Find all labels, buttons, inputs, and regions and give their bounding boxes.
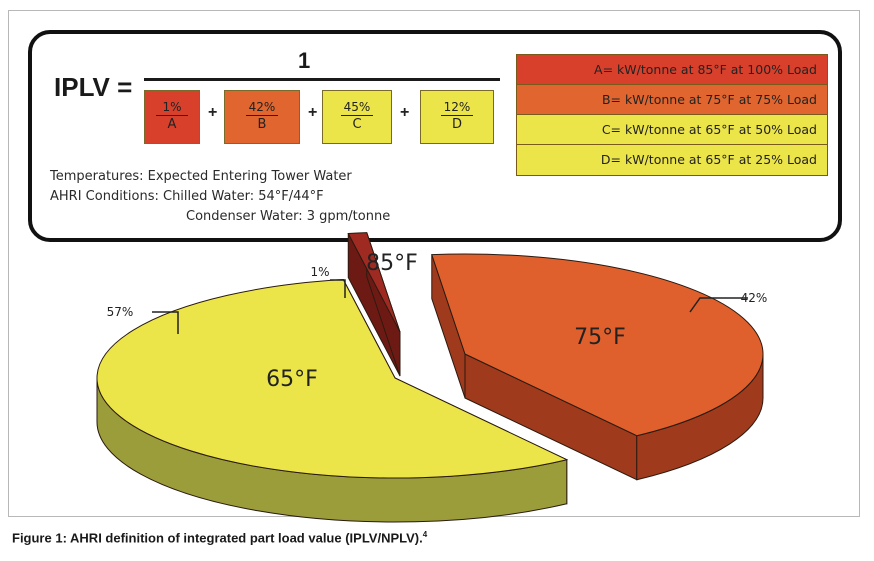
formula-panel: IPLV = 1 1% A + 42% B + 45% C + 12% D Te… bbox=[28, 30, 842, 242]
term-a-percent: 1% bbox=[156, 99, 188, 116]
caption-superscript: 4 bbox=[422, 530, 428, 539]
fraction-bar bbox=[144, 78, 500, 81]
slice-85f-top bbox=[347, 232, 401, 333]
slice-85f-value-label: 1% bbox=[310, 265, 329, 279]
term-b-percent: 42% bbox=[246, 99, 278, 116]
slice-75f-top bbox=[431, 253, 764, 437]
caption-text: Figure 1: AHRI definition of integrated … bbox=[12, 530, 423, 546]
slice-75f-label: 75°F bbox=[574, 325, 626, 350]
legend: A= kW/tonne at 85°F at 100% Load B= kW/t… bbox=[516, 54, 828, 176]
term-a-letter: A bbox=[167, 117, 177, 132]
term-c-letter: C bbox=[352, 117, 362, 132]
figure-caption: Figure 1: AHRI definition of integrated … bbox=[12, 530, 427, 545]
conditions-notes: Temperatures: Expected Entering Tower Wa… bbox=[50, 167, 390, 227]
notes-line-condenser-water: Condenser Water: 3 gpm/tonne bbox=[186, 209, 391, 224]
legend-row-b: B= kW/tonne at 75°F at 75% Load bbox=[517, 85, 827, 115]
term-d-percent: 12% bbox=[441, 99, 473, 116]
slice-65f-leader-line bbox=[152, 311, 179, 334]
slice-75f-value-label: 42% bbox=[741, 291, 768, 305]
term-d-letter: D bbox=[451, 117, 462, 132]
term-c: 45% C bbox=[322, 90, 392, 144]
slice-65f-top bbox=[96, 279, 569, 479]
slice-85f-leader-line bbox=[330, 279, 346, 298]
term-b-letter: B bbox=[257, 117, 267, 132]
legend-row-c: C= kW/tonne at 65°F at 50% Load bbox=[517, 115, 827, 145]
term-c-percent: 45% bbox=[341, 99, 373, 116]
notes-line-chilled-water: AHRI Conditions: Chilled Water: 54°F/44°… bbox=[50, 189, 324, 204]
term-a: 1% A bbox=[144, 90, 200, 144]
term-d: 12% D bbox=[420, 90, 494, 144]
formula-numerator: 1 bbox=[298, 48, 311, 73]
term-b: 42% B bbox=[224, 90, 300, 144]
slice-85f-label: 85°F bbox=[366, 251, 418, 276]
slice-75f-leader-line bbox=[689, 297, 748, 313]
iplv-label: IPLV = bbox=[54, 72, 133, 102]
plus-sign-1: + bbox=[208, 104, 218, 121]
legend-row-d: D= kW/tonne at 65°F at 25% Load bbox=[517, 145, 827, 175]
notes-line-temperatures: Temperatures: Expected Entering Tower Wa… bbox=[50, 169, 352, 184]
slice-65f-value-label: 57% bbox=[107, 305, 134, 319]
plus-sign-3: + bbox=[400, 104, 410, 121]
legend-row-a: A= kW/tonne at 85°F at 100% Load bbox=[517, 55, 827, 85]
slice-65f-label: 65°F bbox=[266, 367, 318, 392]
plus-sign-2: + bbox=[308, 104, 318, 121]
